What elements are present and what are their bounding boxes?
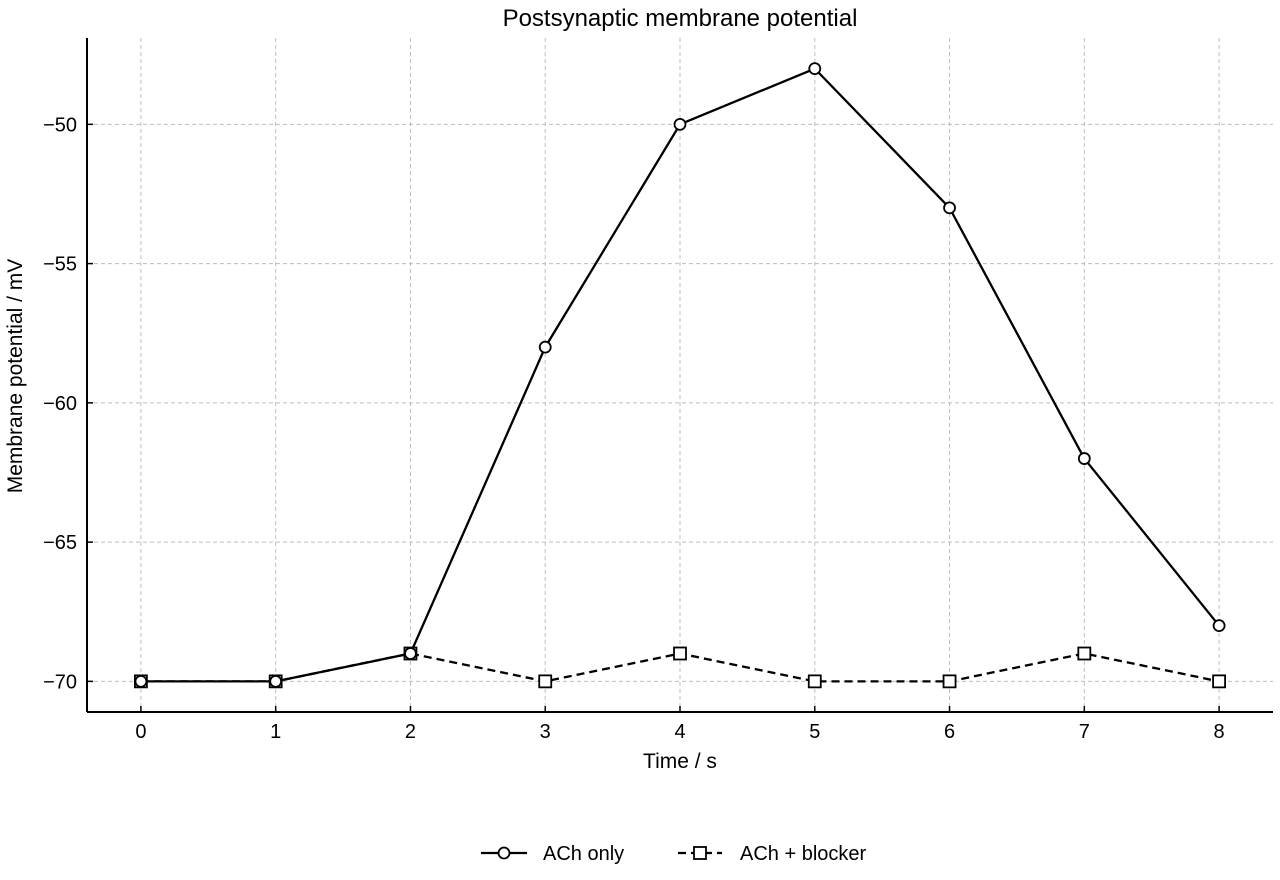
ach-only-point [673, 117, 687, 131]
legend-label-ach-only: ACh only [543, 843, 624, 865]
ach-blocker-point [1077, 646, 1092, 661]
ach-only-point [134, 674, 148, 688]
ach-blocker-point [1212, 674, 1226, 689]
y-tick-label: −55 [43, 254, 77, 276]
x-tick-label: 4 [674, 721, 685, 743]
ach-only-point [538, 340, 552, 354]
x-tick-label: 7 [1079, 721, 1090, 743]
legend: ACh only ACh + blocker [481, 843, 867, 865]
y-axis-label: Membrane potential / mV [4, 259, 27, 494]
ach-blocker-point [807, 674, 822, 689]
x-tick-label: 0 [135, 721, 146, 743]
x-tick-label: 8 [1214, 721, 1225, 743]
y-tick-label: −65 [43, 532, 77, 554]
x-axis-label: Time / s [643, 750, 717, 773]
ach-only-point [808, 62, 822, 76]
grid [87, 38, 1273, 712]
legend-marker-ach-blocker [693, 846, 707, 860]
x-tick-label: 2 [405, 721, 416, 743]
ach-blocker-point [538, 674, 553, 689]
ach-only-point [1212, 619, 1226, 633]
plot-area [134, 62, 1226, 689]
x-tick-label: 3 [540, 721, 551, 743]
legend-marker-ach-only [497, 846, 511, 860]
chart-title: Postsynaptic membrane potential [503, 5, 858, 32]
ach-only-point [943, 201, 956, 215]
ach-only-point [269, 674, 283, 688]
legend-label-ach-blocker: ACh + blocker [740, 843, 867, 865]
y-tick-label: −50 [43, 114, 77, 136]
x-tick-label: 1 [270, 721, 281, 743]
ach-only-point [404, 647, 417, 660]
y-tick-label: −70 [43, 671, 77, 693]
x-tick-label: 6 [944, 721, 955, 743]
axes: 0 1 2 3 4 5 6 7 8 −70 −65 −60 −55 −50 [43, 38, 1273, 743]
y-tick-label: −60 [43, 393, 77, 415]
ach-only-point [1077, 452, 1091, 465]
ach-blocker-point [673, 646, 687, 661]
x-tick-label: 5 [809, 721, 820, 743]
ach-blocker-point [942, 674, 957, 689]
